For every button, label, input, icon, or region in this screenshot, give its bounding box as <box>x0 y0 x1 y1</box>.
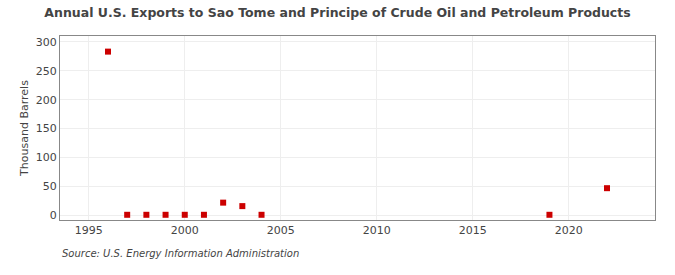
svg-text:2020: 2020 <box>555 224 583 237</box>
svg-text:2000: 2000 <box>171 224 199 237</box>
svg-text:150: 150 <box>36 122 57 135</box>
svg-text:0: 0 <box>50 209 57 222</box>
svg-text:Thousand Barrels: Thousand Barrels <box>18 80 31 177</box>
svg-text:100: 100 <box>36 151 57 164</box>
svg-text:2005: 2005 <box>267 224 295 237</box>
svg-text:1995: 1995 <box>75 224 103 237</box>
svg-text:2010: 2010 <box>363 224 391 237</box>
svg-text:250: 250 <box>36 65 57 78</box>
svg-text:Annual U.S. Exports to Sao Tom: Annual U.S. Exports to Sao Tome and Prin… <box>44 5 630 20</box>
svg-text:200: 200 <box>36 94 57 107</box>
svg-text:300: 300 <box>36 36 57 49</box>
svg-text:50: 50 <box>43 180 57 193</box>
svg-text:Source: U.S. Energy Informatio: Source: U.S. Energy Information Administ… <box>62 248 299 259</box>
svg-text:2015: 2015 <box>459 224 487 237</box>
